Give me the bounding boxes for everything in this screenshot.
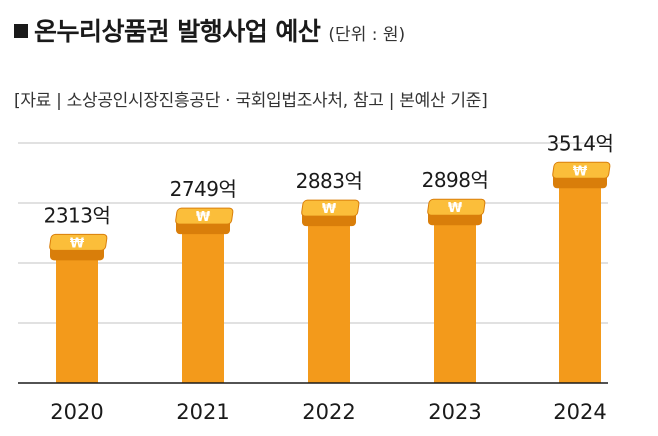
chart-title-row: 온누리상품권 발행사업 예산 (단위 : 원) — [14, 12, 405, 48]
data-label: 2898억 — [422, 168, 489, 192]
coin-top — [427, 198, 486, 216]
x-tick-label: 2022 — [302, 400, 355, 424]
data-label: 3514억 — [547, 131, 614, 155]
bar — [434, 215, 476, 383]
won-symbol: ₩ — [573, 164, 588, 179]
won-symbol: ₩ — [70, 236, 85, 251]
data-label: 2883억 — [296, 169, 363, 193]
bar — [559, 178, 601, 383]
won-symbol: ₩ — [196, 210, 211, 225]
coin-top — [49, 233, 108, 251]
won-symbol: ₩ — [322, 202, 337, 217]
source-note: [자료 | 소상공인시장진흥공단 · 국회입법조사처, 참고 | 본예산 기준] — [14, 91, 488, 111]
unit-note: (단위 : 원) — [328, 25, 406, 45]
x-tick-label: 2023 — [428, 400, 481, 424]
title-square-marker — [14, 24, 28, 38]
coin-top — [175, 207, 234, 225]
won-coin-stack-icon: ₩ — [552, 161, 611, 189]
bar — [182, 224, 224, 383]
won-coin-stack-icon: ₩ — [427, 198, 486, 226]
won-coin-stack-icon: ₩ — [175, 207, 234, 235]
x-tick-label: 2024 — [553, 400, 606, 424]
won-symbol: ₩ — [448, 201, 463, 216]
data-label: 2313억 — [44, 203, 111, 227]
data-label: 2749억 — [170, 177, 237, 201]
x-tick-label: 2020 — [50, 400, 103, 424]
won-coin-stack-icon: ₩ — [49, 233, 108, 261]
x-tick-label: 2021 — [176, 400, 229, 424]
won-coin-stack-icon: ₩ — [301, 199, 360, 227]
bar — [308, 216, 350, 383]
coin-top — [552, 161, 611, 179]
chart-title: 온누리상품권 발행사업 예산 — [34, 17, 321, 46]
bar — [56, 250, 98, 383]
coin-top — [301, 199, 360, 217]
